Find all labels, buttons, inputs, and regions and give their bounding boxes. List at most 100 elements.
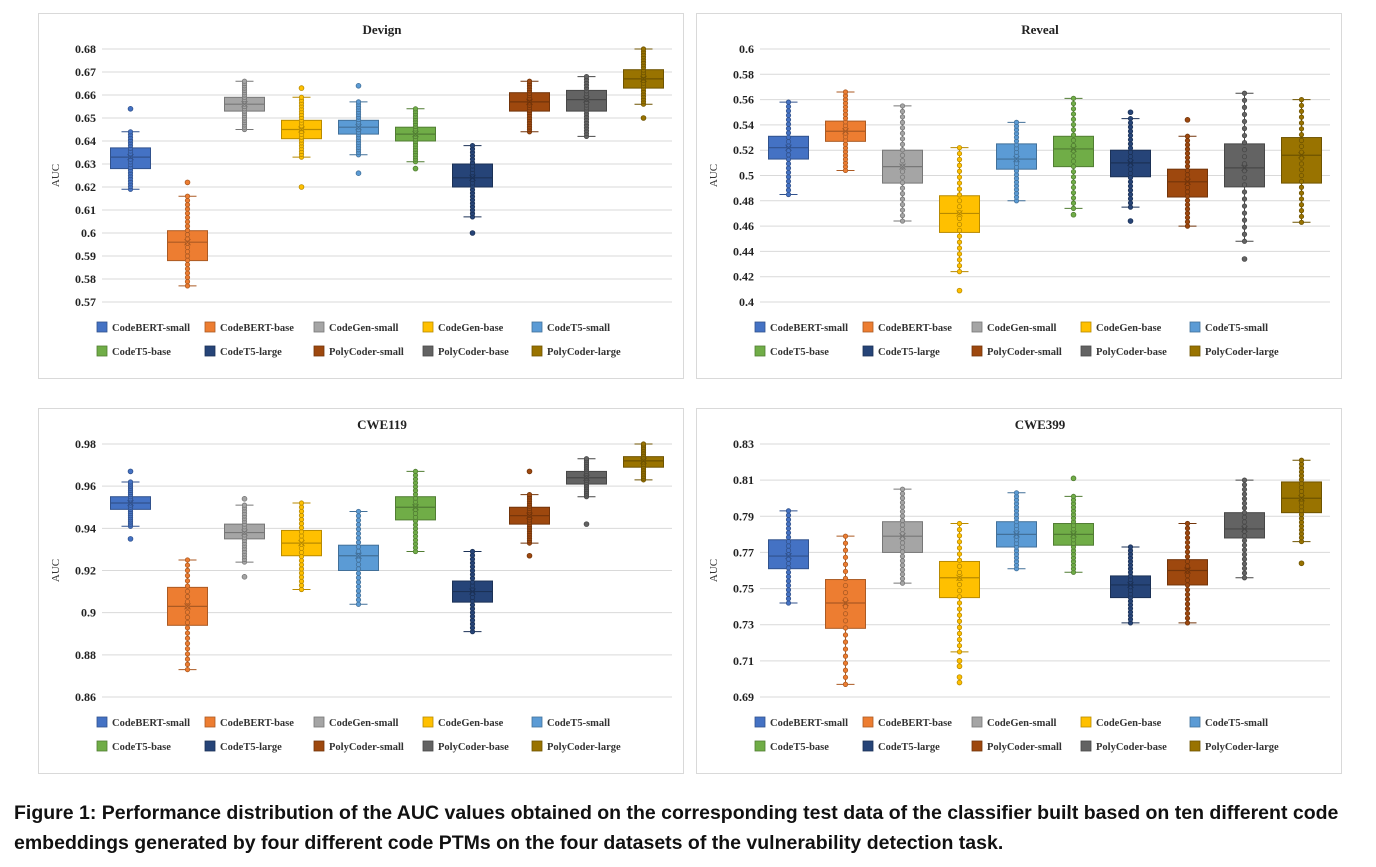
mean-marker: [241, 100, 248, 108]
data-point: [1298, 143, 1305, 149]
legend-label: CodeGen-base: [438, 323, 504, 334]
data-point: [956, 245, 963, 251]
legend-label: PolyCoder-small: [329, 347, 404, 358]
data-point: [1070, 169, 1077, 175]
data-point: [526, 78, 533, 84]
y-tick-label: 0.42: [733, 270, 754, 284]
data-point: [785, 117, 792, 123]
outlier-point: [298, 184, 305, 190]
data-point: [1241, 118, 1248, 125]
data-point: [184, 249, 191, 255]
legend-swatch: [531, 345, 543, 357]
outlier-point: [241, 496, 248, 502]
data-point: [1184, 563, 1191, 569]
data-point: [355, 557, 362, 563]
box-codebert-base: [825, 89, 866, 174]
data-point: [956, 251, 963, 257]
chart-panel-cwe119: CWE119 AUC 0.86 0.88 0.9 0.92 0.94 0.96 0.98 Code…: [38, 408, 684, 774]
outlier-point: [1184, 117, 1191, 123]
data-point: [1241, 575, 1248, 581]
data-point: [1127, 166, 1134, 172]
data-point: [1184, 587, 1191, 593]
data-point: [956, 210, 963, 216]
data-point: [1070, 158, 1077, 164]
chart-svg: CWE399 AUC 0.69 0.71 0.73 0.75 0.77 0.79 0.81 0.8…: [708, 417, 1330, 753]
data-point: [1070, 195, 1077, 201]
data-point: [355, 508, 362, 515]
data-point: [956, 227, 963, 233]
box-codet5-large: [452, 143, 493, 236]
data-point: [899, 576, 906, 582]
data-point: [184, 197, 191, 204]
data-point: [1184, 219, 1191, 225]
data-point: [1127, 145, 1134, 151]
box-polycoder-base: [1224, 90, 1265, 262]
legend-label: CodeT5-base: [770, 742, 829, 753]
data-point: [899, 567, 906, 573]
data-point: [1241, 491, 1248, 497]
y-tick-label: 0.69: [733, 690, 754, 704]
data-point: [184, 640, 191, 647]
data-point: [1184, 193, 1191, 199]
data-point: [1298, 149, 1305, 155]
data-point: [1184, 146, 1191, 152]
data-point: [956, 594, 963, 600]
box-codet5-small: [338, 508, 379, 607]
data-point: [956, 162, 963, 168]
data-point: [899, 540, 906, 546]
data-point: [1298, 196, 1305, 202]
data-point: [355, 597, 362, 603]
legend-label: CodeT5-small: [1205, 323, 1268, 334]
legend-swatch: [96, 345, 108, 357]
data-point: [1184, 535, 1191, 541]
data-point: [956, 263, 963, 269]
data-point: [785, 178, 792, 184]
y-tick-label: 0.56: [733, 93, 754, 107]
y-tick-label: 0.6: [739, 42, 754, 56]
y-tick-label: 0.59: [75, 249, 96, 263]
data-point: [899, 207, 906, 213]
outlier-point: [956, 679, 963, 686]
mean-marker: [1013, 531, 1020, 538]
data-point: [785, 99, 792, 105]
data-point: [1298, 213, 1305, 220]
data-point: [785, 191, 792, 198]
data-point: [640, 46, 647, 52]
y-tick-label: 0.57: [75, 295, 96, 309]
legend-label: CodeBERT-small: [770, 718, 848, 729]
data-point: [956, 600, 963, 606]
box-codegen-base: [281, 500, 322, 593]
data-point: [1127, 124, 1134, 130]
data-point: [1127, 128, 1134, 134]
data-point: [956, 174, 963, 180]
data-point: [785, 174, 792, 180]
data-point: [184, 630, 191, 636]
data-point: [355, 561, 362, 568]
box-codet5-large: [1110, 544, 1151, 626]
data-point: [785, 530, 792, 536]
data-point: [1241, 514, 1248, 520]
data-point: [184, 257, 191, 263]
data-point: [1184, 554, 1191, 560]
data-point: [1070, 121, 1077, 128]
data-point: [956, 156, 963, 163]
box-codet5-small: [338, 83, 379, 177]
mean-marker: [184, 238, 191, 246]
data-point: [1184, 615, 1191, 621]
mean-marker: [1013, 155, 1020, 163]
legend-swatch: [96, 740, 108, 752]
data-point: [1184, 133, 1191, 139]
data-point: [1241, 496, 1248, 502]
data-point: [1184, 591, 1191, 598]
data-point: [899, 504, 906, 510]
legend-swatch: [204, 740, 216, 752]
legend-label: PolyCoder-base: [1096, 742, 1167, 753]
data-point: [899, 212, 906, 219]
data-point: [1070, 127, 1077, 133]
data-point: [184, 578, 191, 584]
data-point: [956, 239, 963, 245]
data-point: [583, 73, 590, 80]
outlier-point: [1070, 475, 1077, 482]
legend-label: CodeT5-small: [1205, 718, 1268, 729]
data-point: [956, 606, 963, 612]
